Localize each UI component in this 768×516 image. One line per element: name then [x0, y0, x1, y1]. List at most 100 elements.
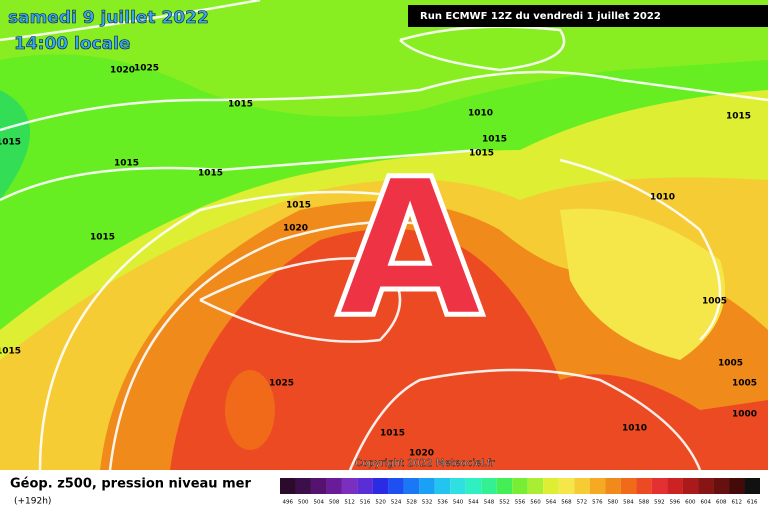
isobar-label: 1005	[718, 359, 743, 369]
colorbar-label: 516	[360, 500, 371, 506]
colorbar-label: 580	[608, 500, 619, 506]
isobar-label: 1010	[468, 109, 493, 119]
colorbar-label: 572	[577, 500, 588, 506]
copyright: Copyright 2022 Meteociel.fr	[355, 458, 496, 469]
isobar-label: 1020	[110, 66, 135, 76]
colorbar-swatch	[729, 478, 745, 494]
colorbar: 496 500 504 508 512 516 520 524 528 532 536 540 544 5…	[280, 478, 760, 506]
isobar-label: 1005	[732, 379, 757, 389]
colorbar-label: 496	[282, 500, 293, 506]
colorbar-label: 544	[468, 500, 479, 506]
colorbar-label: 616	[747, 500, 758, 506]
colorbar-label: 524	[391, 500, 402, 506]
colorbar-label: 612	[732, 500, 743, 506]
colorbar-swatch	[713, 478, 730, 494]
colorbar-swatch	[450, 478, 466, 494]
colorbar-swatch	[419, 478, 435, 494]
colorbar-label: 564	[546, 500, 557, 506]
colorbar-label: 528	[406, 500, 417, 506]
field-band	[170, 228, 768, 470]
colorbar-label: 592	[654, 500, 665, 506]
isobar-label: 1020	[409, 449, 434, 459]
colorbar-swatch	[310, 478, 327, 494]
colorbar-swatch	[543, 478, 559, 494]
colorbar-label: 588	[639, 500, 650, 506]
isobar-label: 1015	[114, 159, 139, 169]
colorbar-label: 520	[375, 500, 386, 506]
colorbar-swatch	[326, 478, 342, 494]
colorbar-swatch	[698, 478, 714, 494]
field-band	[0, 90, 30, 200]
colorbar-label: 508	[329, 500, 340, 506]
colorbar-swatch	[744, 478, 760, 494]
isobar-label: 1015	[228, 100, 253, 110]
colorbar-label: 540	[453, 500, 464, 506]
colorbar-swatch	[465, 478, 482, 494]
colorbar-label: 504	[313, 500, 324, 506]
colorbar-label: 608	[716, 500, 727, 506]
isobar-label: 1015	[286, 201, 311, 211]
run-box	[408, 5, 768, 27]
colorbar-label: 532	[422, 500, 433, 506]
isobar	[108, 220, 451, 471]
field-band	[560, 208, 725, 360]
isobar	[199, 257, 402, 343]
colorbar-swatch	[574, 478, 590, 494]
colorbar-label: 536	[437, 500, 448, 506]
colorbar-label: 576	[592, 500, 603, 506]
isobar	[0, 148, 481, 202]
isobar-label: 1010	[622, 424, 647, 434]
isobar-label: 1020	[283, 224, 308, 234]
colorbar-swatch	[388, 478, 404, 494]
high-pressure-label: A	[336, 138, 483, 359]
isobar-labels: 1020 1025 1015 1015 1015 1015 1010 1015 1015 1015…	[0, 64, 757, 459]
colorbar-label: 552	[499, 500, 510, 506]
colorbar-swatch	[434, 478, 451, 494]
isobar	[38, 190, 421, 471]
colorbar-swatch	[605, 478, 621, 494]
colorbar-label: 560	[530, 500, 541, 506]
colorbar-swatch	[496, 478, 513, 494]
colorbar-label: 584	[623, 500, 634, 506]
isobar-label: 1015	[469, 149, 494, 159]
colorbar-swatch	[682, 478, 699, 494]
lead-time: (+192h)	[14, 497, 51, 507]
colorbar-swatch	[295, 478, 311, 494]
colorbar-swatch	[636, 478, 652, 494]
run-info: Run ECMWF 12Z du vendredi 1 juillet 2022	[420, 11, 661, 22]
colorbar-label: 500	[298, 500, 309, 506]
isobar-label: 1015	[90, 233, 115, 243]
colorbar-swatch	[558, 478, 575, 494]
isobar-label: 1000	[732, 410, 757, 420]
colorbar-swatch	[341, 478, 358, 494]
colorbar-swatch	[527, 478, 544, 494]
colorbar-swatch	[512, 478, 528, 494]
colorbar-label: 600	[685, 500, 696, 506]
colorbar-label: 556	[515, 500, 526, 506]
field-patch	[225, 370, 275, 450]
colorbar-swatch	[589, 478, 606, 494]
isobar	[348, 368, 702, 471]
colorbar-swatch	[357, 478, 373, 494]
isobar	[559, 158, 722, 341]
isobar-label: 1015	[198, 169, 223, 179]
isobar-label: 1015	[380, 429, 405, 439]
field-band	[0, 0, 768, 117]
colorbar-swatch	[667, 478, 683, 494]
isobar	[0, 0, 261, 42]
isobar-label: 1005	[702, 297, 727, 307]
date: samedi 9 juillet 2022	[8, 8, 209, 28]
colorbar-label: 596	[670, 500, 681, 506]
colorbar-label: 512	[344, 500, 355, 506]
isobars	[0, 0, 768, 471]
isobar-label: 1015	[726, 112, 751, 122]
isobar-label: 1015	[0, 138, 21, 148]
colorbar-swatch	[372, 478, 389, 494]
isobar	[0, 70, 768, 132]
colorbar-swatch	[481, 478, 497, 494]
isobar	[399, 25, 566, 72]
colorbar-label: 548	[484, 500, 495, 506]
isobar-label: 1025	[269, 379, 294, 389]
colorbar-label: 604	[701, 500, 712, 506]
